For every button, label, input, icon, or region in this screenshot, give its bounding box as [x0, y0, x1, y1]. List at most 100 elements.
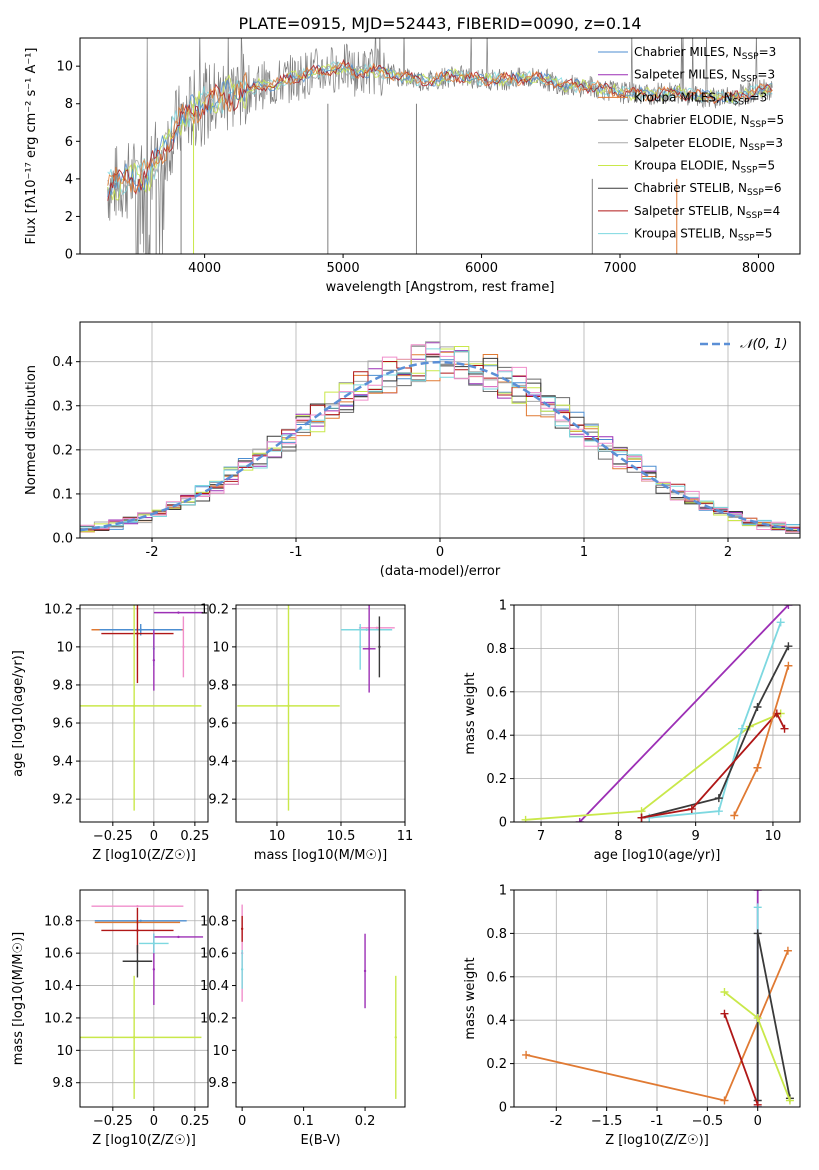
plus-marker	[753, 763, 762, 772]
gaussian-reference-curve	[80, 360, 800, 532]
y-axis-label: Normed distribution	[24, 365, 39, 495]
x-tick-label: -1	[651, 1114, 664, 1129]
axes-frame	[79, 889, 209, 1108]
age_vs_Z-panel: −0.25 0 0.25 9.2 9.4 9.6 9.8 10 10.2 Z [log10(Z/Z…	[11, 602, 209, 863]
data-point	[136, 929, 139, 932]
data-point	[132, 1036, 136, 1039]
data-point	[177, 611, 180, 614]
plus-marker	[714, 794, 723, 803]
model-fit-line-salpeter_elodie	[107, 62, 773, 201]
data-point	[152, 659, 156, 662]
mass-weight-line-salpeter_stelib	[641, 711, 786, 819]
legend-value: =3	[759, 45, 777, 59]
x-tick-label: 10	[765, 829, 782, 844]
legend-label: Chabrier MILES, NSSP=3	[634, 45, 776, 62]
data-point	[394, 1036, 397, 1039]
y-tick-label: 4	[65, 172, 73, 187]
y-tick-label: 9.4	[208, 755, 229, 770]
y-tick-label: 0.4	[486, 729, 507, 744]
data-point	[240, 927, 244, 931]
data-point	[136, 904, 139, 908]
x-tick-label: 0	[150, 1114, 158, 1129]
y-tick-label: 10.4	[200, 979, 229, 994]
x-axis-label: Z [log10(Z/Z☉)]	[92, 1133, 196, 1148]
legend-subscript: SSP	[733, 97, 750, 107]
legend-value: =5	[766, 113, 784, 127]
y-tick-label: 0.8	[486, 927, 507, 942]
x-tick-label: 0.25	[180, 1114, 209, 1129]
y-tick-label: 10.2	[200, 602, 229, 617]
x-tick-label: 2	[724, 545, 732, 560]
x-tick-label: 8000	[742, 261, 775, 276]
age_vs_Z-plot-area	[80, 605, 204, 811]
age_vs_mass-panel: 10 10.5 11 9.2 9.4 9.6 9.8 10 10.2 mass [log10(M/…	[200, 602, 413, 863]
plus-marker	[521, 815, 530, 822]
y-tick-label: 0.0	[52, 532, 73, 547]
y-tick-label: 9.8	[52, 678, 73, 693]
axes-frame	[235, 604, 406, 823]
plus-marker	[730, 811, 739, 820]
y-tick-label: 0.2	[52, 443, 73, 458]
plus-marker	[714, 807, 723, 816]
x-tick-label: 0.2	[355, 1114, 376, 1129]
data-point	[365, 628, 368, 631]
x-tick-label: 1	[580, 545, 588, 560]
plus-marker	[784, 661, 793, 670]
residuals-panel: -2 -1 0 1 2 0.0 0.1 0.2 0.3 0.4 (data-model)/error…	[24, 321, 801, 579]
plus-marker	[785, 1096, 794, 1105]
x-axis-label: Z [log10(Z/Z☉)]	[605, 1133, 709, 1148]
legend-value: =3	[750, 90, 768, 104]
legend-subscript: SSP	[741, 75, 758, 85]
y-tick-label: 0.8	[486, 642, 507, 657]
y-tick-label: 0.4	[486, 1014, 507, 1029]
data-point	[139, 628, 142, 631]
data-point	[136, 960, 139, 963]
data-point	[152, 942, 156, 945]
y-tick-label: 0.6	[486, 685, 507, 700]
mass-weight-line-kroupa_elodie	[525, 712, 782, 821]
x-axis-label: wavelength [Angstrom, rest frame]	[326, 280, 555, 295]
legend-subscript: SSP	[747, 188, 764, 198]
data-point	[375, 626, 379, 630]
plus-marker	[784, 642, 793, 651]
spectrum-plot-area	[107, 38, 773, 254]
y-tick-label: 10.2	[44, 1011, 73, 1026]
y-tick-label: 10	[56, 640, 73, 655]
legend-value: =5	[755, 227, 773, 241]
y-tick-label: 0.3	[52, 399, 73, 414]
x-tick-label: 0	[150, 829, 158, 844]
legend-subscript: SSP	[748, 143, 765, 153]
massweight_vs_Z-plot-area	[522, 890, 794, 1107]
mass-weight-line-chabrier_stelib	[641, 645, 790, 819]
plus-marker	[784, 605, 793, 609]
plus-marker	[780, 724, 789, 733]
y-axis-label: age [log10(age/yr)]	[11, 650, 26, 777]
y-axis-label: mass weight	[463, 672, 478, 754]
legend-label: Chabrier STELIB, NSSP=6	[634, 181, 782, 198]
data-point	[378, 645, 381, 649]
plus-marker	[720, 1096, 729, 1105]
figure-title: PLATE=0915, MJD=52443, FIBERID=0090, z=0…	[238, 14, 641, 33]
legend-label: Kroupa ELODIE, NSSP=5	[634, 159, 775, 176]
x-tick-label: −0.25	[93, 829, 133, 844]
legend-label: 𝒩(0, 1)	[740, 337, 787, 352]
data-point	[139, 919, 142, 922]
mass-weight-line-salpeter_stelib	[723, 1013, 759, 1106]
plus-marker	[738, 724, 747, 733]
legend-value: =3	[765, 136, 783, 150]
plus-marker	[575, 818, 584, 822]
axes-frame	[79, 37, 801, 255]
y-tick-label: 0.2	[486, 1057, 507, 1072]
data-point	[136, 632, 139, 635]
data-point	[358, 645, 362, 649]
x-tick-label: 0	[238, 1114, 246, 1129]
axes-frame	[513, 604, 801, 823]
x-axis-label: age [log10(age/yr)]	[594, 848, 721, 863]
y-tick-label: 0.6	[486, 970, 507, 985]
data-point	[182, 645, 185, 649]
residuals-plot-area	[80, 341, 800, 536]
y-tick-label: 9.8	[208, 678, 229, 693]
data-point	[367, 647, 371, 650]
data-point	[177, 935, 180, 939]
x-tick-label: 5000	[327, 261, 360, 276]
